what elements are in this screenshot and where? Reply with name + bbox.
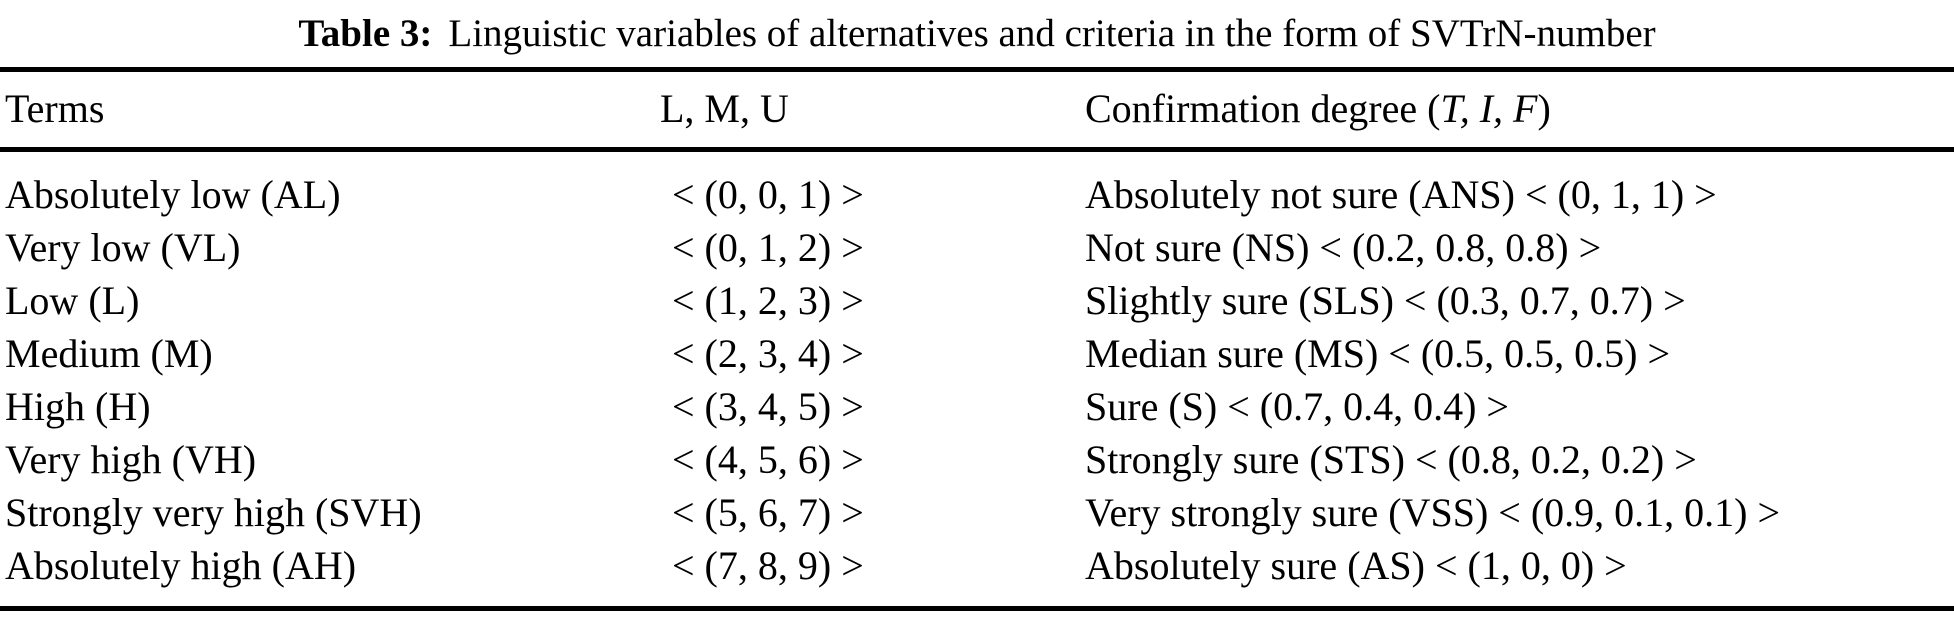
cell-confirmation-degree: Not sure (NS) < (0.2, 0.8, 0.8) > xyxy=(1085,225,1602,270)
cell-term: Low (L) xyxy=(5,278,140,323)
cell-confirmation-degree: Median sure (MS) < (0.5, 0.5, 0.5) > xyxy=(1085,331,1671,376)
table-row: Very high (VH) < (4, 5, 6) > Strongly sure… xyxy=(0,433,1954,486)
table-row: Strongly very high (SVH) < (5, 6, 7) > Ver… xyxy=(0,486,1954,539)
table-header-row: Terms L, M, U Confirmation degree (T, I,… xyxy=(0,72,1954,152)
confirmation-header-prefix: Confirmation degree ( xyxy=(1085,86,1441,131)
cell-confirmation-degree: Sure (S) < (0.7, 0.4, 0.4) > xyxy=(1085,384,1509,429)
column-header-lmu: L, M, U xyxy=(660,86,789,131)
table-row: Absolutely high (AH) < (7, 8, 9) > Absolut… xyxy=(0,539,1954,592)
column-header-confirmation-degree: Confirmation degree (T, I, F) xyxy=(1085,82,1954,135)
table-caption-text: Linguistic variables of alternatives and… xyxy=(448,12,1656,55)
table-row: High (H) < (3, 4, 5) > Sure (S) < (0.7, 0.… xyxy=(0,380,1954,433)
confirmation-header-suffix: ) xyxy=(1537,86,1551,131)
cell-term: Strongly very high (SVH) xyxy=(5,490,422,535)
cell-lmu-value: < (1, 2, 3) > xyxy=(672,278,864,323)
table-row: Low (L) < (1, 2, 3) > Slightly sure (SLS) … xyxy=(0,274,1954,327)
cell-term: Medium (M) xyxy=(5,331,213,376)
linguistic-variables-table: Terms L, M, U Confirmation degree (T, I,… xyxy=(0,67,1954,611)
table-row: Medium (M) < (2, 3, 4) > Median sure (MS) … xyxy=(0,327,1954,380)
cell-term: Absolutely high (AH) xyxy=(5,543,357,588)
cell-confirmation-degree: Absolutely sure (AS) < (1, 0, 0) > xyxy=(1085,543,1627,588)
cell-lmu-value: < (0, 1, 2) > xyxy=(672,225,864,270)
column-header-terms: Terms xyxy=(5,86,105,131)
cell-term: High (H) xyxy=(5,384,151,429)
table-row: Absolutely low (AL) < (0, 0, 1) > Absolute… xyxy=(0,168,1954,221)
cell-lmu-value: < (7, 8, 9) > xyxy=(672,543,864,588)
cell-term: Very low (VL) xyxy=(5,225,241,270)
table-caption: Table 3: Linguistic variables of alternat… xyxy=(0,0,1954,67)
cell-confirmation-degree: Very strongly sure (VSS) < (0.9, 0.1, 0.… xyxy=(1085,490,1781,535)
cell-lmu-value: < (3, 4, 5) > xyxy=(672,384,864,429)
cell-confirmation-degree: Strongly sure (STS) < (0.8, 0.2, 0.2) > xyxy=(1085,437,1697,482)
cell-lmu-value: < (4, 5, 6) > xyxy=(672,437,864,482)
cell-term: Absolutely low (AL) xyxy=(5,172,341,217)
cell-term: Very high (VH) xyxy=(5,437,257,482)
cell-confirmation-degree: Slightly sure (SLS) < (0.3, 0.7, 0.7) > xyxy=(1085,278,1686,323)
confirmation-header-tif: T, I, F xyxy=(1440,86,1538,131)
cell-lmu-value: < (0, 0, 1) > xyxy=(672,172,864,217)
table-caption-label: Table 3: xyxy=(298,12,433,55)
cell-lmu-value: < (5, 6, 7) > xyxy=(672,490,864,535)
table-row: Very low (VL) < (0, 1, 2) > Not sure (NS) … xyxy=(0,221,1954,274)
cell-confirmation-degree: Absolutely not sure (ANS) < (0, 1, 1) > xyxy=(1085,172,1717,217)
table-body: Absolutely low (AL) < (0, 0, 1) > Absolute… xyxy=(0,152,1954,606)
cell-lmu-value: < (2, 3, 4) > xyxy=(672,331,864,376)
